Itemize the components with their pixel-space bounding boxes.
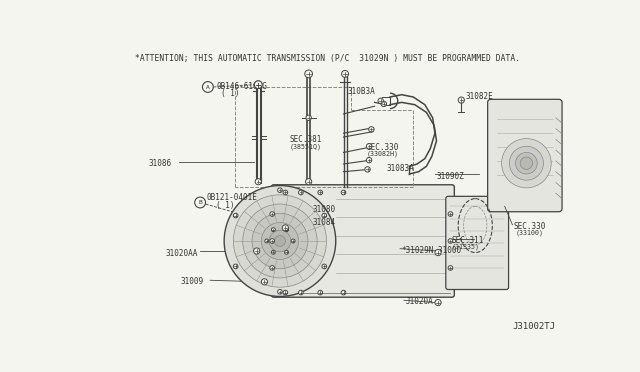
Circle shape <box>322 264 326 269</box>
Circle shape <box>234 264 238 269</box>
Circle shape <box>509 146 543 180</box>
Circle shape <box>298 290 303 295</box>
Circle shape <box>224 186 336 296</box>
Circle shape <box>365 167 370 172</box>
Circle shape <box>255 179 261 185</box>
Circle shape <box>341 290 346 295</box>
Circle shape <box>275 235 285 246</box>
Text: SEC.311: SEC.311 <box>452 235 484 245</box>
Text: 31080: 31080 <box>312 205 335 214</box>
Circle shape <box>448 266 452 270</box>
Circle shape <box>254 81 262 89</box>
Text: 31083A: 31083A <box>386 164 414 173</box>
Text: 31009: 31009 <box>180 277 204 286</box>
Text: 31090Z: 31090Z <box>436 172 464 181</box>
Circle shape <box>195 197 205 208</box>
Text: (33082H): (33082H) <box>367 151 399 157</box>
Circle shape <box>270 212 275 217</box>
Circle shape <box>271 228 275 232</box>
Circle shape <box>278 289 282 294</box>
Text: J1020A: J1020A <box>406 297 433 306</box>
FancyBboxPatch shape <box>271 185 454 297</box>
Text: (33100): (33100) <box>516 230 543 236</box>
Circle shape <box>254 81 262 89</box>
Text: SEC.381: SEC.381 <box>289 135 322 144</box>
FancyBboxPatch shape <box>488 99 562 212</box>
Text: 0B121-0401E: 0B121-0401E <box>206 193 257 202</box>
Circle shape <box>305 70 312 78</box>
Text: 31084: 31084 <box>312 218 335 227</box>
Circle shape <box>253 248 260 254</box>
Circle shape <box>265 239 269 243</box>
Text: ( 1): ( 1) <box>216 201 234 210</box>
Text: 31086: 31086 <box>148 158 172 168</box>
Text: (38551Q): (38551Q) <box>289 143 321 150</box>
Circle shape <box>520 157 532 169</box>
Circle shape <box>502 139 551 188</box>
Text: A: A <box>206 85 210 90</box>
Circle shape <box>448 212 452 217</box>
Circle shape <box>305 179 312 185</box>
Circle shape <box>285 228 289 232</box>
Circle shape <box>261 279 268 285</box>
Circle shape <box>435 299 441 306</box>
Circle shape <box>381 101 387 107</box>
Circle shape <box>261 222 298 260</box>
Circle shape <box>278 188 282 192</box>
Circle shape <box>271 250 275 254</box>
Circle shape <box>282 225 289 231</box>
Circle shape <box>285 250 289 254</box>
Circle shape <box>298 190 303 195</box>
Circle shape <box>378 98 383 103</box>
Text: SEC.330: SEC.330 <box>514 222 547 231</box>
Circle shape <box>306 115 311 121</box>
Circle shape <box>291 239 295 243</box>
Circle shape <box>366 157 372 163</box>
Circle shape <box>318 190 323 195</box>
Circle shape <box>448 239 452 243</box>
Circle shape <box>202 81 213 92</box>
Text: 310B3A: 310B3A <box>348 87 375 96</box>
Circle shape <box>516 153 537 174</box>
Circle shape <box>283 290 288 295</box>
Text: ( 1): ( 1) <box>221 89 239 98</box>
Circle shape <box>234 213 238 218</box>
Circle shape <box>322 213 326 218</box>
Circle shape <box>318 290 323 295</box>
Text: 31020AA: 31020AA <box>165 249 198 258</box>
Circle shape <box>252 213 308 269</box>
Circle shape <box>342 70 349 77</box>
Circle shape <box>234 195 326 287</box>
Text: 31082E: 31082E <box>466 92 493 102</box>
Circle shape <box>435 250 441 256</box>
Text: B: B <box>198 201 202 205</box>
Circle shape <box>283 190 288 195</box>
Text: J31002TJ: J31002TJ <box>513 322 556 331</box>
Circle shape <box>458 97 465 103</box>
Text: *ATTENTION; THIS AUTOMATIC TRANSMISSION (P/C  31029N ) MUST BE PROGRAMMED DATA.: *ATTENTION; THIS AUTOMATIC TRANSMISSION … <box>136 54 520 63</box>
Circle shape <box>243 204 317 278</box>
Text: SEC.330: SEC.330 <box>367 143 399 152</box>
Circle shape <box>369 126 374 132</box>
Circle shape <box>270 239 275 243</box>
Text: *31029N-31000: *31029N-31000 <box>402 246 461 256</box>
Text: (31335): (31335) <box>452 243 480 250</box>
Circle shape <box>270 266 275 270</box>
Circle shape <box>269 230 291 252</box>
Circle shape <box>341 190 346 195</box>
FancyBboxPatch shape <box>446 196 509 289</box>
Circle shape <box>366 144 372 149</box>
Text: 0B146-6162G: 0B146-6162G <box>216 81 268 91</box>
